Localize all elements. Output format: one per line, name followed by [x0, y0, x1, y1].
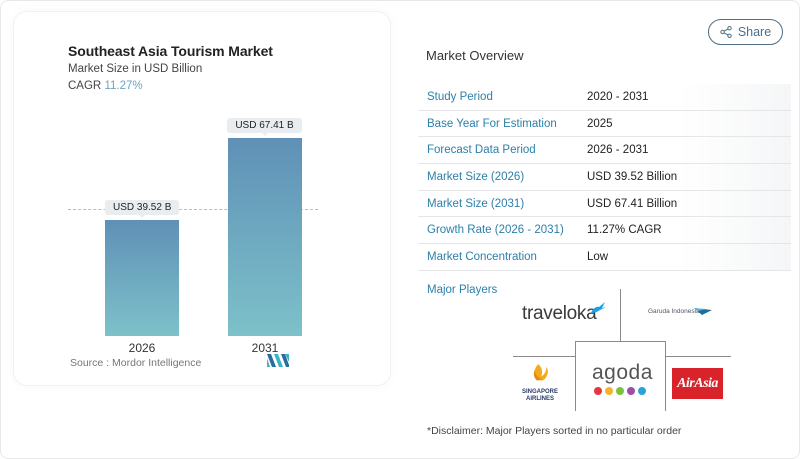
market-overview-table: Study Period 2020 - 2031 Base Year For E… [418, 84, 791, 271]
agoda-dot [594, 387, 602, 395]
share-label: Share [737, 25, 772, 39]
bar-value-label-2026: USD 39.52 B [105, 200, 179, 218]
grid-divider [575, 341, 576, 411]
agoda-dot [616, 387, 624, 395]
overview-row-market-concentration: Market Concentration Low [418, 244, 791, 271]
singapore-airlines-logo: SINGAPORE AIRLINES [521, 389, 558, 402]
overview-row-market-size-2026: Market Size (2026) USD 39.52 Billion [418, 164, 791, 191]
garuda-indonesia-logo: Garuda Indonesia [648, 308, 700, 315]
agoda-dot [605, 387, 613, 395]
x-tick-2026: 2026 [128, 341, 156, 355]
players-disclaimer: *Disclaimer: Major Players sorted in no … [427, 425, 682, 437]
overview-value: 11.27% CAGR [587, 224, 662, 237]
agoda-logo: agoda [592, 361, 653, 384]
chart-source: Source : Mordor Intelligence [70, 357, 202, 369]
chart-subtitle: Market Size in USD Billion [68, 63, 203, 75]
overview-value: USD 67.41 Billion [587, 197, 678, 210]
reference-dashed-line [68, 209, 318, 210]
overview-row-market-size-2031: Market Size (2031) USD 67.41 Billion [418, 190, 791, 218]
chart-card [13, 11, 391, 386]
traveloka-logo: traveloka [522, 303, 597, 324]
overview-value: Low [587, 250, 609, 263]
agoda-dot [627, 387, 635, 395]
bar-2031[interactable] [228, 138, 302, 336]
traveloka-bird-icon [591, 302, 606, 313]
overview-row-forecast-period: Forecast Data Period 2026 - 2031 [418, 137, 791, 165]
bar-value-label-2031: USD 67.41 B [227, 118, 302, 136]
overview-label: Market Concentration [427, 250, 537, 263]
share-button[interactable]: Share [708, 19, 783, 45]
major-players-title: Major Players [427, 284, 498, 296]
market-overview-title: Market Overview [426, 48, 524, 63]
overview-row-study-period: Study Period 2020 - 2031 [418, 84, 791, 111]
airasia-logo: AirAsia [672, 368, 723, 399]
chart-title: Southeast Asia Tourism Market [68, 43, 273, 59]
agoda-dot [638, 387, 646, 395]
grid-divider [620, 289, 621, 342]
mordor-intelligence-logo-icon [267, 354, 289, 367]
grid-divider [666, 356, 731, 357]
overview-label: Growth Rate (2026 - 2031) [427, 224, 564, 237]
overview-label: Base Year For Estimation [427, 117, 557, 130]
grid-divider [513, 356, 575, 357]
overview-value: 2026 - 2031 [587, 144, 649, 157]
chart-cagr: CAGR 11.27% [68, 80, 143, 92]
overview-label: Market Size (2031) [427, 197, 525, 210]
overview-value: USD 39.52 Billion [587, 170, 678, 183]
bar-2026[interactable] [105, 220, 179, 336]
overview-label: Study Period [427, 90, 493, 103]
garuda-bird-icon [694, 308, 712, 315]
grid-divider [575, 341, 666, 342]
overview-row-base-year: Base Year For Estimation 2025 [418, 110, 791, 138]
x-tick-2031: 2031 [251, 341, 279, 355]
overview-value: 2025 [587, 117, 613, 130]
overview-row-growth-rate: Growth Rate (2026 - 2031) 11.27% CAGR [418, 217, 791, 245]
singapore-airlines-bird-icon [533, 364, 548, 381]
share-icon [720, 26, 732, 38]
overview-label: Market Size (2026) [427, 170, 525, 183]
overview-label: Forecast Data Period [427, 144, 536, 157]
agoda-dots-icon [594, 387, 646, 395]
cagr-value: 11.27% [104, 80, 143, 92]
grid-divider [665, 341, 666, 411]
cagr-label: CAGR [68, 80, 102, 92]
overview-value: 2020 - 2031 [587, 90, 649, 103]
